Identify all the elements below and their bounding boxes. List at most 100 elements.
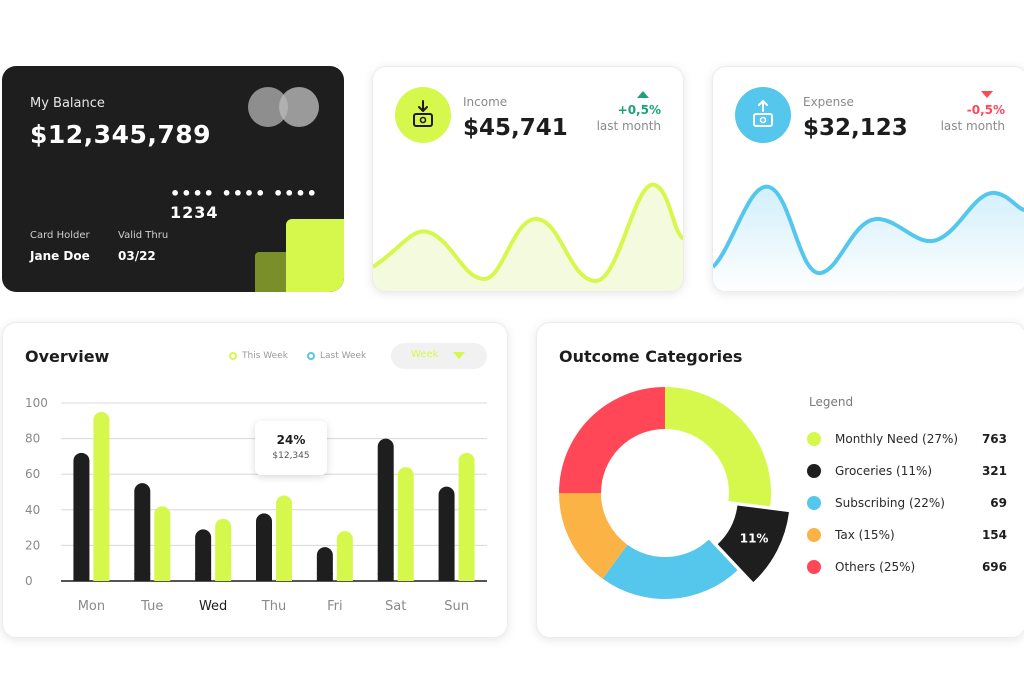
x-tick-label: Wed <box>199 599 227 614</box>
bar-this-week[interactable] <box>215 518 232 581</box>
outcome-donut-chart: 11% <box>559 387 789 599</box>
bar-last-week[interactable] <box>256 513 272 581</box>
expense-change: -0,5% <box>966 103 1005 117</box>
legend-item-label: Tax (15%) <box>835 528 895 542</box>
legend-item[interactable]: Monthly Need (27%) 763 <box>807 429 1007 449</box>
legend-item-label: Monthly Need (27%) <box>835 432 959 446</box>
x-tick-label: Fri <box>327 599 343 614</box>
donut-slice[interactable] <box>559 387 665 493</box>
up-arrow-icon <box>637 91 649 98</box>
legend-title: Legend <box>809 395 854 409</box>
bar-last-week[interactable] <box>195 529 212 581</box>
expense-period: last month <box>940 119 1005 133</box>
chevron-down-icon <box>453 352 465 359</box>
income-title: Income <box>463 95 508 109</box>
legend-item[interactable]: Others (25%) 696 <box>807 557 1007 577</box>
outcome-card: Outcome Categories 11% Legend Monthly Ne… <box>536 322 1024 638</box>
bar-this-week-base <box>458 573 475 581</box>
period-select[interactable]: Week <box>391 343 487 369</box>
bar-last-week-base <box>316 573 333 581</box>
expense-value: $32,123 <box>803 115 908 141</box>
card-holder-label: Card Holder <box>30 230 90 241</box>
donut-highlight-label: 11% <box>740 531 769 545</box>
donut-slice[interactable] <box>665 387 771 507</box>
legend-item-label: Others (25%) <box>835 560 916 574</box>
bar-last-week-base <box>256 573 272 581</box>
y-tick-label: 60 <box>25 467 40 481</box>
legend-item[interactable]: Subscribing (22%) 69 <box>807 493 1007 513</box>
overview-title: Overview <box>25 347 110 366</box>
bar-last-week[interactable] <box>134 483 151 581</box>
legend-item[interactable]: Tax (15%) 154 <box>807 525 1007 545</box>
bar-this-week[interactable] <box>397 467 414 581</box>
expense-card[interactable]: Expense $32,123 -0,5% last month <box>712 66 1024 292</box>
y-tick-label: 100 <box>25 396 48 410</box>
tooltip-amount: $12,345 <box>272 451 310 461</box>
balance-card[interactable]: My Balance $12,345,789 •••• •••• •••• 12… <box>2 66 344 292</box>
y-tick-label: 80 <box>25 432 40 446</box>
card-decor-dark <box>255 252 289 292</box>
bar-last-week[interactable] <box>377 438 394 581</box>
valid-thru-label: Valid Thru <box>118 230 169 241</box>
legend-swatch <box>807 464 821 478</box>
donut-slice[interactable] <box>717 505 789 583</box>
bar-last-week-base <box>134 573 151 581</box>
legend-item[interactable]: Groceries (11%) 321 <box>807 461 1007 481</box>
overview-bar-chart: 100 80 60 40 20 0 Mon Tue Wed Thu Fri Sat Sun <box>25 396 487 614</box>
bar-this-week[interactable] <box>93 411 110 581</box>
expense-title: Expense <box>803 95 854 109</box>
donut-slice[interactable] <box>559 493 628 579</box>
bar-last-week-base <box>73 573 90 581</box>
legend-swatch <box>807 496 821 510</box>
bar-last-week[interactable] <box>73 452 90 581</box>
balance-label: My Balance <box>30 96 105 111</box>
down-arrow-icon <box>981 91 993 98</box>
balance-amount: $12,345,789 <box>30 120 212 149</box>
x-tick-label: Mon <box>78 599 105 614</box>
tooltip-percent: 24% <box>276 433 306 447</box>
legend-swatch <box>807 528 821 542</box>
card-number: •••• •••• •••• 1234 <box>170 184 318 222</box>
y-tick-label: 0 <box>25 574 33 588</box>
bar-last-week[interactable] <box>438 486 455 581</box>
bar-this-week[interactable] <box>154 506 171 581</box>
bar-this-week-base <box>276 573 292 581</box>
legend-item-count: 321 <box>981 464 1007 478</box>
bar-last-week-base <box>195 573 212 581</box>
legend-item-count: 69 <box>990 496 1007 510</box>
legend-item-label: Groceries (11%) <box>835 464 933 478</box>
bar-last-week[interactable] <box>316 547 333 581</box>
bar-this-week-base <box>215 573 232 581</box>
legend-last-week: Last Week <box>307 351 366 361</box>
x-tick-label: Sun <box>444 599 469 614</box>
x-tick-label: Thu <box>261 599 286 614</box>
y-tick-label: 40 <box>25 503 40 517</box>
valid-thru-value: 03/22 <box>118 249 156 263</box>
legend-item-label: Subscribing (22%) <box>835 496 945 510</box>
donut-slice[interactable] <box>602 539 738 599</box>
expense-sparkline <box>713 184 1024 291</box>
outcome-title: Outcome Categories <box>559 347 743 366</box>
bar-last-week-base <box>377 573 394 581</box>
period-select-value: Week <box>411 349 439 360</box>
bar-this-week[interactable] <box>458 452 475 581</box>
income-card[interactable]: Income $45,741 +0,5% last month <box>372 66 684 292</box>
income-value: $45,741 <box>463 115 568 141</box>
download-wallet-icon <box>395 87 451 143</box>
bar-this-week[interactable] <box>336 531 353 581</box>
card-holder-name: Jane Doe <box>30 249 90 263</box>
x-tick-label: Sat <box>385 599 406 614</box>
bar-this-week[interactable] <box>276 495 292 581</box>
income-sparkline <box>373 182 683 291</box>
bar-this-week-base <box>397 573 414 581</box>
y-tick-label: 20 <box>25 538 40 552</box>
income-period: last month <box>596 119 661 133</box>
chart-tooltip: 24% $12,345 <box>255 421 327 475</box>
legend-item-count: 763 <box>981 432 1007 446</box>
legend-item-count: 696 <box>981 560 1007 574</box>
legend-this-week: This Week <box>229 351 288 361</box>
legend-swatch <box>807 432 821 446</box>
legend-item-count: 154 <box>981 528 1007 542</box>
card-decor-lime <box>286 219 344 292</box>
bar-this-week-base <box>336 573 353 581</box>
